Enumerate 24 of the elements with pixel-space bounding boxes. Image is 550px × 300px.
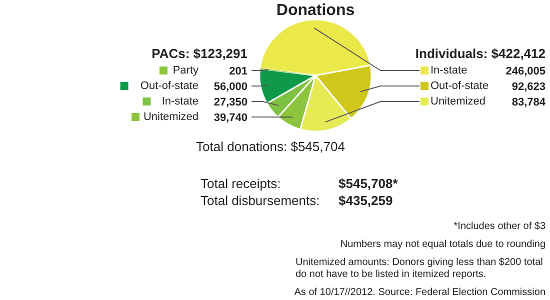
legend-label: In-state <box>430 64 468 76</box>
text: *Includes other of $3 <box>454 221 546 232</box>
data-label: 83,784 <box>512 96 546 108</box>
text: Total disbursements: $435,259 <box>200 193 393 208</box>
legend-label: Unitemized <box>143 111 199 123</box>
data-label: 246,005 <box>506 66 546 78</box>
text: Numbers may not equal totals due to rounding <box>340 239 546 250</box>
text: PACs: $123,291 <box>152 46 248 61</box>
text: As of 10/17//2012. Source: Federal Election Commission <box>294 287 546 298</box>
legend-label: Party <box>172 64 199 76</box>
data-label: 39,740 <box>214 112 248 124</box>
chart-title: Donations <box>276 2 355 19</box>
text: Total receipts: $545,708* <box>200 176 398 191</box>
legend-label: In-state <box>162 96 199 108</box>
data-label: 27,350 <box>214 96 248 108</box>
data-label: 56,000 <box>214 81 248 93</box>
text: Individuals: $422,412 <box>415 46 546 61</box>
data-label: 201 <box>229 66 248 78</box>
legend-label: Unitemized <box>430 96 486 108</box>
text: Total donations: $545,704 <box>196 139 345 154</box>
text: Unitemized amounts: Donors giving less than $200 total do not have to be listed in itemized reports. <box>296 257 543 280</box>
legend-label: Out-of-state <box>140 80 198 92</box>
legend-label: Out-of-state <box>430 80 489 92</box>
data-label: 92,623 <box>512 81 546 93</box>
